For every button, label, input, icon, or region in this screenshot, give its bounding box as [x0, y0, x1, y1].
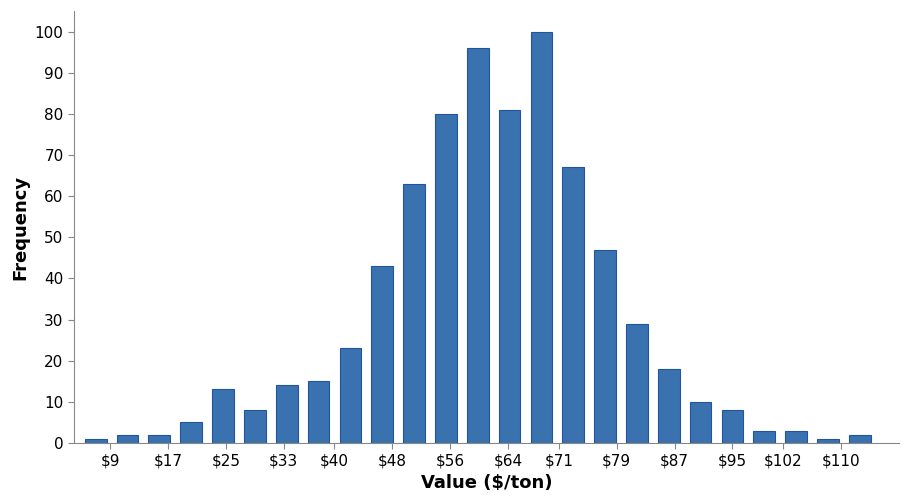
Bar	[116, 435, 138, 443]
Bar	[785, 431, 807, 443]
Bar	[85, 439, 106, 443]
Bar	[148, 435, 170, 443]
Bar	[180, 423, 202, 443]
Bar	[403, 184, 425, 443]
Bar	[690, 402, 712, 443]
Y-axis label: Frequency: Frequency	[11, 175, 29, 280]
X-axis label: Value ($/ton): Value ($/ton)	[420, 474, 552, 492]
Bar	[594, 249, 616, 443]
Bar	[658, 369, 680, 443]
Bar	[626, 323, 648, 443]
Bar	[817, 439, 839, 443]
Bar	[753, 431, 775, 443]
Bar	[212, 389, 234, 443]
Bar	[276, 385, 298, 443]
Bar	[499, 110, 521, 443]
Bar	[435, 114, 457, 443]
Bar	[849, 435, 871, 443]
Bar	[371, 266, 393, 443]
Bar	[467, 48, 489, 443]
Bar	[339, 349, 361, 443]
Bar	[308, 381, 329, 443]
Bar	[531, 32, 552, 443]
Bar	[562, 167, 584, 443]
Bar	[722, 410, 743, 443]
Bar	[244, 410, 266, 443]
